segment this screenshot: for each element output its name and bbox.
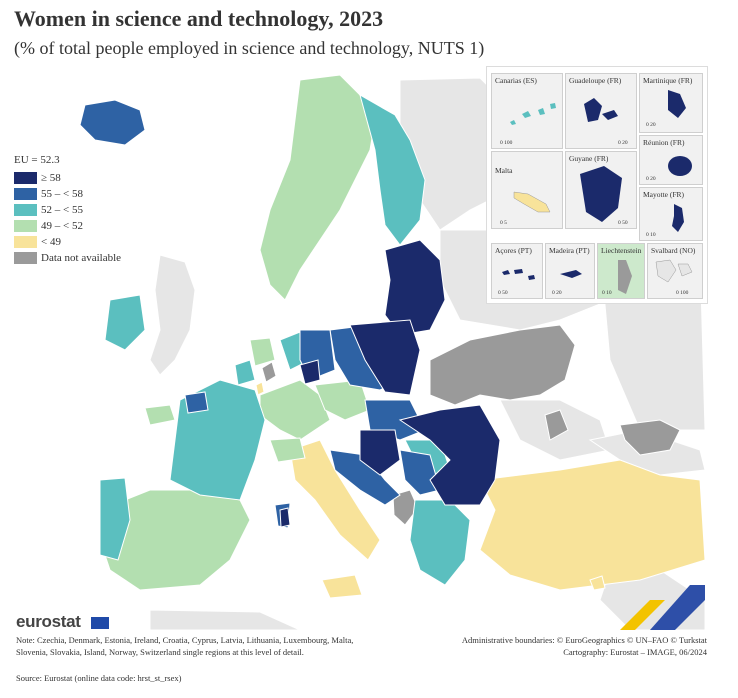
choropleth-map bbox=[79, 74, 706, 631]
inset-label: Réunion (FR) bbox=[643, 138, 685, 147]
eurostat-logo: eurostat bbox=[16, 612, 81, 631]
svalbard-shape bbox=[655, 259, 693, 283]
legend-swatch bbox=[14, 204, 37, 216]
inset-malta: Malta 0 5 bbox=[491, 151, 563, 229]
inset-scale: 0 5 bbox=[500, 220, 507, 226]
mayotte-shape bbox=[672, 204, 684, 232]
inset-label: Guyane (FR) bbox=[569, 154, 609, 163]
inset-acores: Açores (PT) 0 50 bbox=[491, 243, 543, 299]
legend-item: 55 – < 58 bbox=[14, 186, 121, 202]
inset-martinique: Martinique (FR) 0 20 bbox=[639, 73, 703, 133]
legend: EU = 52.3 ≥ 58 55 – < 58 52 – < 55 49 – … bbox=[14, 154, 121, 266]
legend-item: Data not available bbox=[14, 250, 121, 266]
inset-label: Liechtenstein bbox=[601, 246, 642, 255]
inset-scale: 0 100 bbox=[676, 290, 689, 296]
inset-canarias: Canarias (ES) 0 100 bbox=[491, 73, 563, 149]
inset-scale: 0 20 bbox=[646, 176, 656, 182]
legend-swatch bbox=[14, 220, 37, 232]
inset-liechtenstein: Liechtenstein 0 10 bbox=[597, 243, 645, 299]
eurostat-corner-mark bbox=[620, 585, 705, 630]
inset-label: Martinique (FR) bbox=[643, 76, 693, 85]
legend-label: 55 – < 58 bbox=[41, 188, 83, 200]
legend-swatch bbox=[14, 172, 37, 184]
inset-mayotte: Mayotte (FR) 0 10 bbox=[639, 187, 703, 241]
madeira-shape bbox=[560, 270, 582, 278]
legend-item: < 49 bbox=[14, 234, 121, 250]
inset-scale: 0 20 bbox=[552, 290, 562, 296]
malta-shape bbox=[513, 191, 551, 213]
canarias-shape bbox=[510, 103, 556, 125]
inset-label: Svalbard (NO) bbox=[651, 246, 696, 255]
legend-swatch bbox=[14, 252, 37, 264]
inset-label: Mayotte (FR) bbox=[643, 190, 685, 199]
inset-guadeloupe: Guadeloupe (FR) 0 20 bbox=[565, 73, 637, 149]
legend-item: 52 – < 55 bbox=[14, 202, 121, 218]
inset-scale: 0 50 bbox=[618, 220, 628, 226]
martinique-shape bbox=[668, 90, 686, 118]
reunion-shape bbox=[668, 156, 692, 176]
credits: Administrative boundaries: © EuroGeograp… bbox=[462, 634, 707, 658]
legend-swatch bbox=[14, 188, 37, 200]
inset-scale: 0 100 bbox=[500, 140, 513, 146]
map-subtitle: (% of total people employed in science a… bbox=[14, 38, 485, 58]
inset-scale: 0 10 bbox=[646, 232, 656, 238]
inset-label: Guadeloupe (FR) bbox=[569, 76, 622, 85]
inset-reunion: Réunion (FR) 0 20 bbox=[639, 135, 703, 185]
eu-flag-icon bbox=[91, 617, 109, 629]
legend-label: ≥ 58 bbox=[41, 172, 61, 184]
inset-scale: 0 20 bbox=[618, 140, 628, 146]
guadeloupe-shape bbox=[584, 98, 618, 122]
legend-label: Data not available bbox=[41, 252, 122, 264]
legend-label: < 49 bbox=[41, 236, 61, 248]
regions-49-to-52 bbox=[99, 74, 406, 591]
inset-label: Canarias (ES) bbox=[495, 76, 537, 85]
inset-label: Malta bbox=[495, 166, 513, 175]
liechtenstein-shape bbox=[618, 260, 632, 294]
legend-label: 52 – < 55 bbox=[41, 204, 83, 216]
legend-item: ≥ 58 bbox=[14, 170, 121, 186]
map-title: Women in science and technology, 2023 bbox=[14, 6, 384, 31]
acores-shape bbox=[502, 269, 535, 280]
regions-58-and-above bbox=[279, 239, 501, 528]
inset-guyane: Guyane (FR) 0 50 bbox=[565, 151, 637, 229]
inset-scale: 0 10 bbox=[602, 290, 612, 296]
inset-scale: 0 20 bbox=[646, 122, 656, 128]
guyane-shape bbox=[580, 166, 622, 222]
legend-eu-average: EU = 52.3 bbox=[14, 154, 60, 166]
insets-panel: Canarias (ES) 0 100 Guadeloupe (FR) 0 20… bbox=[486, 66, 708, 304]
inset-label: Madeira (PT) bbox=[549, 246, 590, 255]
cartography-credit: Cartography: Eurostat – IMAGE, 06/2024 bbox=[563, 647, 707, 657]
inset-madeira: Madeira (PT) 0 20 bbox=[545, 243, 595, 299]
inset-svalbard: Svalbard (NO) 0 100 bbox=[647, 243, 703, 299]
inset-scale: 0 50 bbox=[498, 290, 508, 296]
inset-label: Açores (PT) bbox=[495, 246, 532, 255]
boundaries-credit: Administrative boundaries: © EuroGeograp… bbox=[461, 635, 707, 645]
legend-label: 49 – < 52 bbox=[41, 220, 83, 232]
legend-item: 49 – < 52 bbox=[14, 218, 121, 234]
source-line: Source: Eurostat (online data code: hrst… bbox=[16, 673, 182, 683]
legend-swatch bbox=[14, 236, 37, 248]
footnote: Note: Czechia, Denmark, Estonia, Ireland… bbox=[16, 635, 354, 657]
